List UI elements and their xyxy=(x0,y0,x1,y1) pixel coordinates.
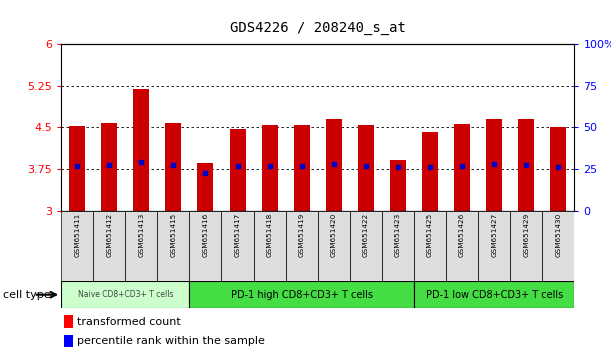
Bar xyxy=(221,211,254,281)
Bar xyxy=(189,211,221,281)
Text: GSM651415: GSM651415 xyxy=(170,213,177,257)
Text: GSM651418: GSM651418 xyxy=(266,213,273,257)
Bar xyxy=(133,88,149,211)
Bar xyxy=(454,124,470,211)
Bar xyxy=(414,211,446,281)
Text: PD-1 low CD8+CD3+ T cells: PD-1 low CD8+CD3+ T cells xyxy=(425,290,563,300)
Text: GSM651413: GSM651413 xyxy=(138,213,144,257)
Text: GSM651419: GSM651419 xyxy=(299,213,305,257)
Text: percentile rank within the sample: percentile rank within the sample xyxy=(77,336,265,346)
Bar xyxy=(64,315,73,328)
Text: GSM651422: GSM651422 xyxy=(363,213,369,257)
Bar xyxy=(158,211,189,281)
Bar xyxy=(125,211,158,281)
Bar xyxy=(510,211,543,281)
Bar xyxy=(518,119,534,211)
Bar xyxy=(254,211,285,281)
Bar xyxy=(486,119,502,211)
Bar xyxy=(318,211,349,281)
Bar xyxy=(285,211,318,281)
Text: GSM651429: GSM651429 xyxy=(523,213,529,257)
Bar xyxy=(197,164,213,211)
Bar xyxy=(382,211,414,281)
Bar xyxy=(390,160,406,211)
Text: GSM651426: GSM651426 xyxy=(459,213,465,257)
Text: GSM651423: GSM651423 xyxy=(395,213,401,257)
Text: cell type: cell type xyxy=(3,290,51,300)
Bar xyxy=(93,211,125,281)
Bar xyxy=(349,211,382,281)
Bar xyxy=(166,123,181,211)
Bar xyxy=(69,126,85,211)
Text: Naive CD8+CD3+ T cells: Naive CD8+CD3+ T cells xyxy=(78,290,173,299)
Bar xyxy=(358,125,374,211)
Text: PD-1 high CD8+CD3+ T cells: PD-1 high CD8+CD3+ T cells xyxy=(231,290,373,300)
Bar xyxy=(551,127,566,211)
Text: GSM651412: GSM651412 xyxy=(106,213,112,257)
Bar xyxy=(294,125,310,211)
Bar xyxy=(422,132,438,211)
Text: GSM651425: GSM651425 xyxy=(427,213,433,257)
Bar xyxy=(61,211,93,281)
Text: GSM651427: GSM651427 xyxy=(491,213,497,257)
Text: GDS4226 / 208240_s_at: GDS4226 / 208240_s_at xyxy=(230,21,406,35)
Text: GSM651420: GSM651420 xyxy=(331,213,337,257)
Text: GSM651430: GSM651430 xyxy=(555,213,562,257)
Text: transformed count: transformed count xyxy=(77,316,181,327)
Bar xyxy=(543,211,574,281)
Bar xyxy=(101,123,117,211)
Bar xyxy=(61,281,189,308)
Text: GSM651417: GSM651417 xyxy=(235,213,241,257)
Bar xyxy=(189,281,414,308)
Text: GSM651416: GSM651416 xyxy=(202,213,208,257)
Bar xyxy=(446,211,478,281)
Bar xyxy=(262,125,277,211)
Text: GSM651411: GSM651411 xyxy=(74,213,80,257)
Bar xyxy=(64,335,73,347)
Bar xyxy=(478,211,510,281)
Bar xyxy=(414,281,574,308)
Bar xyxy=(326,119,342,211)
Bar xyxy=(230,129,246,211)
